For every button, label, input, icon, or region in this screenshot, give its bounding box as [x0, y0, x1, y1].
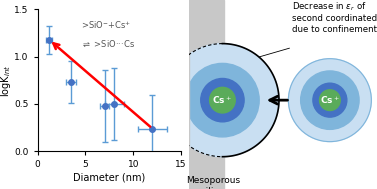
Circle shape	[301, 71, 359, 129]
Text: Mesoporous: Mesoporous	[186, 176, 240, 184]
Bar	[168, 0, 188, 189]
Text: Decrease in $\varepsilon$$_r$ of
second coordinated water
due to confinement: Decrease in $\varepsilon$$_r$ of second …	[292, 0, 377, 34]
Circle shape	[185, 63, 259, 137]
Bar	[188, 0, 224, 189]
Circle shape	[319, 90, 340, 111]
Circle shape	[201, 78, 244, 122]
Circle shape	[288, 59, 371, 142]
Circle shape	[210, 87, 235, 113]
X-axis label: Diameter (nm): Diameter (nm)	[73, 172, 146, 182]
Text: silica: silica	[201, 187, 225, 189]
Text: Cs$^+$: Cs$^+$	[320, 94, 340, 106]
Text: >SiO$^{-}$+Cs$^{+}$: >SiO$^{-}$+Cs$^{+}$	[81, 19, 131, 31]
Circle shape	[166, 44, 279, 157]
Circle shape	[313, 83, 347, 117]
Y-axis label: logK$_{int}$: logK$_{int}$	[0, 64, 13, 97]
Text: Cs$^+$: Cs$^+$	[213, 94, 232, 106]
Text: $\rightleftharpoons$ >SiO···Cs: $\rightleftharpoons$ >SiO···Cs	[81, 39, 135, 50]
